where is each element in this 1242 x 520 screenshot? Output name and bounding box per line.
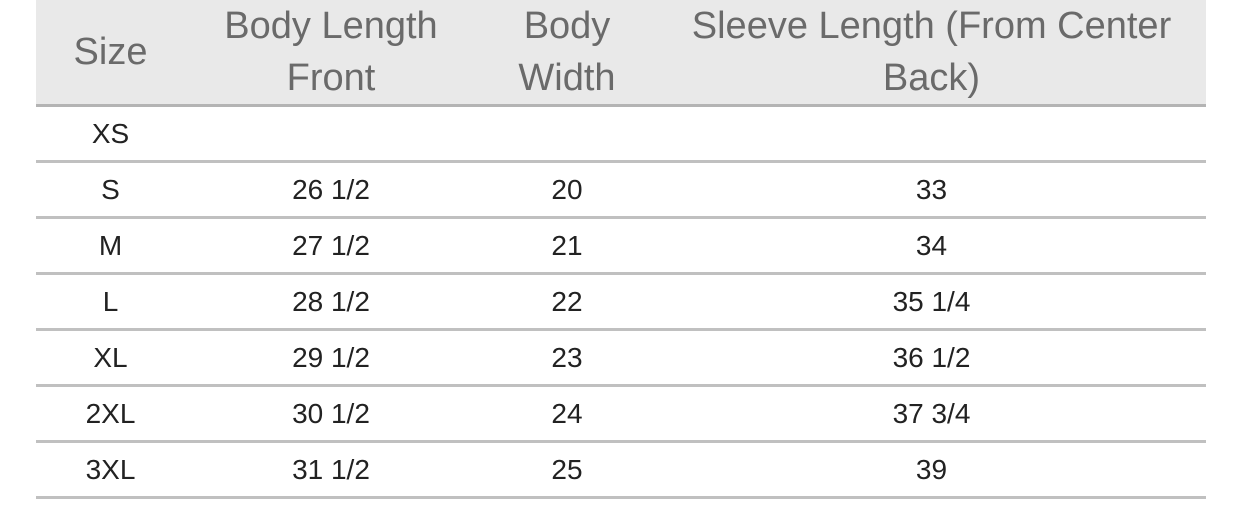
size-chart: Size Body Length Front Body Width Sleeve Le… [36, 0, 1206, 499]
table-cell: 23 [477, 329, 657, 387]
table-cell: 29 1/2 [185, 329, 477, 387]
header-cell: Body Width [477, 0, 657, 107]
table-cell: L [36, 273, 185, 331]
empty-cell [185, 105, 477, 163]
table-row: XS [36, 105, 1206, 163]
table-cell: 37 3/4 [657, 385, 1206, 443]
table-cell: 3XL [36, 441, 185, 499]
table-cell: XL [36, 329, 185, 387]
table-cell: M [36, 217, 185, 275]
table-row: 3XL 31 1/2 25 39 [36, 441, 1206, 499]
table-cell: 25 [477, 441, 657, 499]
table-row: XL 29 1/2 23 36 1/2 [36, 329, 1206, 387]
empty-cell [657, 105, 1206, 163]
table-row: 2XL 30 1/2 24 37 3/4 [36, 385, 1206, 443]
table-cell: 30 1/2 [185, 385, 477, 443]
table-cell: S [36, 161, 185, 219]
header-row: Size Body Length Front Body Width Sleeve Le… [36, 0, 1206, 107]
table-cell: 26 1/2 [185, 161, 477, 219]
table-cell: 31 1/2 [185, 441, 477, 499]
table-cell: 27 1/2 [185, 217, 477, 275]
table-cell: 34 [657, 217, 1206, 275]
table-cell: 28 1/2 [185, 273, 477, 331]
header-cell: Sleeve Length (From Center Back) [657, 0, 1206, 107]
table-cell: 39 [657, 441, 1206, 499]
empty-cell [477, 105, 657, 163]
table-header: Size Body Length Front Body Width Sleeve Le… [36, 0, 1206, 107]
table-cell: XS [36, 105, 185, 163]
header-cell: Body Length Front [185, 0, 477, 107]
table-cell: 35 1/4 [657, 273, 1206, 331]
table-body: XS S 26 1/2 20 33 M 27 1/2 21 34 L 28 1/2 22 35 1/4 X… [36, 105, 1206, 499]
table-cell: 20 [477, 161, 657, 219]
table-row: S 26 1/2 20 33 [36, 161, 1206, 219]
table-cell: 36 1/2 [657, 329, 1206, 387]
table-cell: 2XL [36, 385, 185, 443]
table-cell: 21 [477, 217, 657, 275]
table-cell: 24 [477, 385, 657, 443]
table-row: M 27 1/2 21 34 [36, 217, 1206, 275]
table-row: L 28 1/2 22 35 1/4 [36, 273, 1206, 331]
header-cell: Size [36, 0, 185, 107]
table-cell: 22 [477, 273, 657, 331]
table-cell: 33 [657, 161, 1206, 219]
